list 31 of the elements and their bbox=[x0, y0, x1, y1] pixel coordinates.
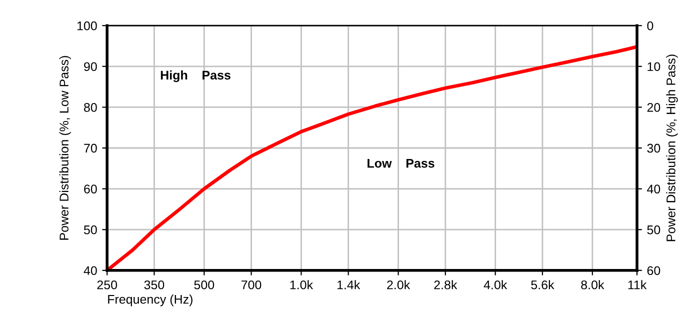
x-tick-label: 350 bbox=[144, 280, 164, 290]
y-tick-label: 70 bbox=[84, 144, 97, 153]
y2-tick-label: 40 bbox=[647, 184, 660, 194]
y2-tick-label: 60 bbox=[647, 266, 660, 276]
x-tick-label: 1.0k bbox=[290, 280, 314, 290]
annotation: High Pass bbox=[160, 70, 230, 82]
x-axis-title: Frequency (Hz) bbox=[108, 294, 192, 306]
annotation: Low Pass bbox=[368, 158, 434, 168]
x-tick-label: 8.0k bbox=[581, 280, 604, 290]
x-tick-label: 700 bbox=[241, 280, 262, 290]
y2-tick-label: 50 bbox=[647, 225, 660, 234]
y-tick-label: 50 bbox=[84, 225, 97, 234]
y-tick-label: 40 bbox=[84, 266, 97, 276]
x-tick-label: 250 bbox=[97, 280, 118, 290]
x-tick-label: 1.4k bbox=[337, 280, 360, 290]
y2-tick-label: 10 bbox=[648, 62, 660, 72]
y-tick-label: 80 bbox=[84, 103, 97, 112]
x-tick-label: 5.6k bbox=[531, 280, 554, 290]
y2-tick-label: 30 bbox=[647, 144, 660, 153]
x-tick-label: 4.0k bbox=[484, 280, 508, 290]
x-tick-label: 2.8k bbox=[434, 280, 458, 290]
y-tick-label: 100 bbox=[77, 21, 97, 30]
y2-tick-label: 20 bbox=[647, 103, 660, 112]
y2-axis-title: Power Distribution (%, High Pass) bbox=[666, 54, 678, 242]
y-axis-title: Power Distribution (%, Low Pass) bbox=[59, 56, 71, 240]
x-tick-label: 2.0k bbox=[387, 280, 410, 290]
x-tick-label: 500 bbox=[194, 280, 214, 290]
y-tick-label: 90 bbox=[84, 62, 97, 72]
y-tick-label: 60 bbox=[84, 184, 97, 194]
x-tick-label: 11k bbox=[628, 280, 647, 290]
y2-tick-label: 0 bbox=[647, 21, 654, 30]
